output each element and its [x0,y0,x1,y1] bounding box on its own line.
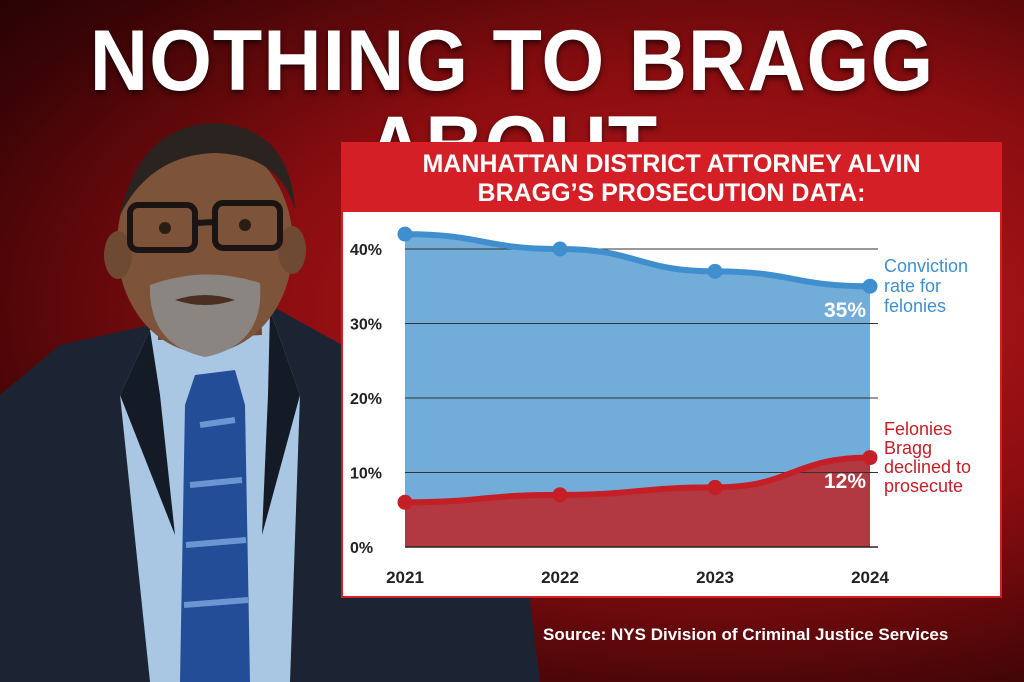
data-point [862,450,878,466]
series-name-label: Felonies [884,419,952,439]
glasses-right [212,200,283,251]
data-point [397,226,413,242]
beard [149,274,261,357]
series-line-1 [402,231,873,290]
y-tick-label: 40% [350,242,382,259]
source-note: Source: NYS Division of Criminal Justice… [543,625,949,644]
data-point [707,479,723,495]
series-name-label: declined to [884,457,971,477]
glasses-left [127,202,198,253]
data-point [862,278,878,294]
x-tick-label: 2021 [386,568,424,587]
series-name-label: rate for [884,276,941,296]
data-point [552,487,568,503]
y-tick-label: 10% [350,466,382,483]
series-name-label: Conviction [884,256,968,276]
series-name-label: felonies [884,296,946,316]
data-point [397,494,413,510]
x-tick-label: 2023 [696,568,734,587]
chart-title: MANHATTAN DISTRICT ATTORNEY ALVIN BRAGG’… [343,144,1000,212]
end-value-label: 35% [824,299,866,322]
chart-title-line-2: BRAGG’S PROSECUTION DATA: [477,179,866,207]
x-tick-label: 2022 [541,568,579,587]
chart-title-line-1: MANHATTAN DISTRICT ATTORNEY ALVIN [422,150,921,178]
series-area-1 [405,234,870,547]
data-point [707,263,723,279]
y-tick-label: 0% [350,540,373,557]
series-line-2 [402,454,873,506]
series-name-label: Bragg [884,438,932,458]
series-name-label: prosecute [884,476,963,496]
end-value-label: 12% [824,470,866,493]
y-tick-label: 20% [350,391,382,408]
y-tick-label: 30% [350,317,382,334]
portrait-photo [0,123,540,682]
x-tick-label: 2024 [851,568,889,587]
data-point [552,241,568,257]
series-area-2 [405,457,870,547]
